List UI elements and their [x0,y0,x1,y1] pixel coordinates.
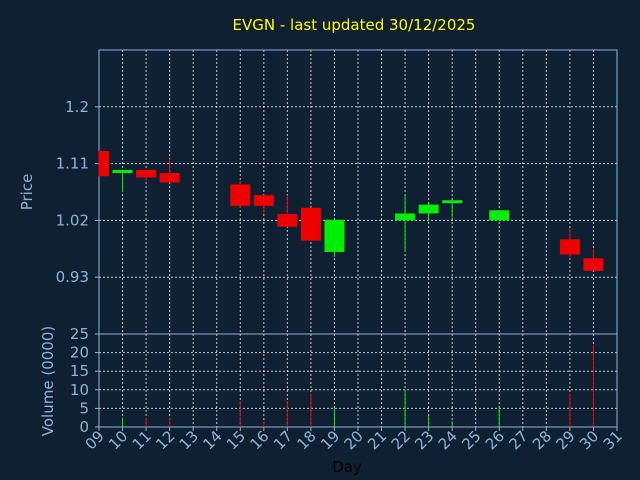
volume-tick-label: 15 [70,362,89,380]
x-axis-label: Day [332,458,362,476]
volume-tick-label: 20 [70,344,89,362]
candle-body [300,207,321,241]
volume-tick-label: 5 [79,399,89,417]
candle-body [159,173,180,183]
candle-body [112,169,133,174]
candle-body [277,214,298,227]
candle-body [253,195,274,206]
candle-body [324,219,345,252]
volume-tick-label: 0 [79,418,89,436]
price-tick-label: 1.11 [56,155,89,173]
volume-tick-label: 10 [70,381,89,399]
candle-body [99,150,109,177]
candle-body [418,204,439,214]
x-axis: 0910111213141516171819202122232425262728… [82,427,626,453]
volume-tick-label: 25 [70,325,89,343]
price-axis-label: Price [18,174,36,211]
chart-title: EVGN - last updated 30/12/2025 [233,16,476,34]
candle-body [559,239,580,255]
candle-body [583,258,604,271]
price-tick-label: 1.2 [65,98,89,116]
volume-axis-label: Volume (0000) [39,326,57,436]
candle-body [395,213,416,221]
candle-body [489,210,510,221]
price-tick-label: 0.93 [56,268,89,286]
candle-body [136,169,157,178]
candle-body [442,200,463,204]
price-tick-label: 1.02 [56,211,89,229]
candle-body [230,184,251,206]
